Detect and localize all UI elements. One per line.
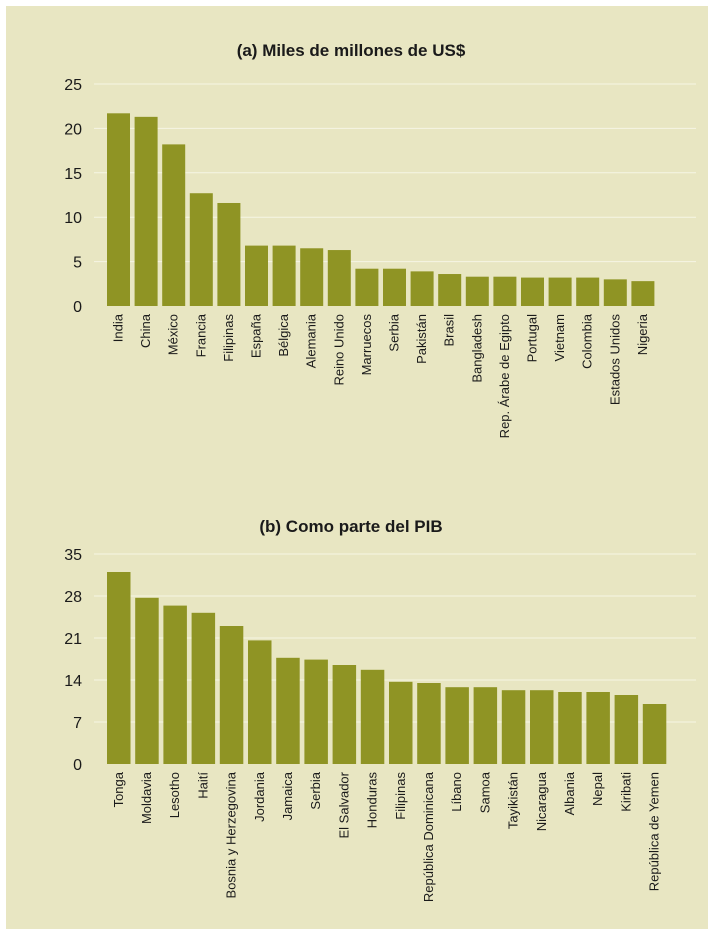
chart-a-category-label: Nigeria [635,313,650,355]
chart-a-bar [603,279,627,306]
chart-a-bar [576,277,600,306]
chart-b-category-label: Bosnia y Herzegovina [224,771,239,898]
chart-b-bar [107,572,131,764]
chart-b-bar [276,657,300,764]
chart-a-category-label: Brasil [442,314,457,347]
chart-b-category-label: Jamaica [280,771,295,820]
chart-a-bar [162,144,186,306]
chart-b-ytick-label: 0 [73,757,82,774]
chart-a-category-label: Pakistán [414,314,429,364]
chart-b-bar [501,690,526,764]
chart-b-category-label: Moldavia [139,771,154,824]
chart-b-ytick-label: 14 [64,673,82,690]
chart-a-category-label: China [138,313,153,348]
chart-a-title: (a) Miles de millones de US$ [237,41,466,60]
chart-b-category-label: Tonga [111,771,126,807]
chart-a-bar [465,276,489,306]
chart-a-bar [107,113,130,306]
chart-a-plot: 0 5 10 15 20 25 India China México Francia Filipin… [64,77,696,438]
chart-b-category-label: Nepal [590,772,605,806]
chart-b-bar [304,659,328,764]
chart-b-category-label: Haití [195,772,210,799]
chart-b-category-label: Jordania [252,771,267,822]
chart-b-category-label: El Salvador [336,771,351,838]
chart-a-ytick-label: 10 [64,210,82,227]
chart-a-bar [134,116,158,306]
chart-b-bar [219,626,244,764]
chart-a-bar [189,193,213,306]
chart-b-bar [191,612,216,764]
chart-b-bar [248,640,272,764]
chart-a-category-label: Bélgica [276,313,291,356]
chart-b-bar [558,692,582,764]
chart-a-ytick-label: 15 [64,166,82,183]
chart-b-category-label: Serbia [308,771,323,809]
chart-a-ytick-label: 0 [73,299,82,316]
chart-b-bar [417,683,441,764]
chart-a-bar [493,276,517,306]
chart-a-bar [217,202,241,306]
chart-a-bar [548,277,572,306]
chart-b-ytick-label: 35 [64,547,82,564]
chart-a-category-label: Vietnam [552,314,567,361]
chart-a-ytick-label: 25 [64,77,82,94]
chart-b-bar [586,692,610,764]
chart-b-bar [473,687,498,764]
chart-a-category-label: Estados Unidos [607,314,622,406]
chart-a-category-label: Francia [193,313,208,357]
chart-a-category-label: Portugal [525,314,540,363]
chart-a-ytick-label: 20 [64,121,82,138]
chart-b-bar [389,681,413,764]
chart-a-category-label: México [166,314,181,355]
chart-b-category-label: Lesotho [167,772,182,818]
chart-b-category-label: República Dominicana [421,771,436,902]
chart-a-category-label: Rep. Árabe de Egipto [497,314,512,438]
chart-a-category-label: Serbia [387,313,402,351]
chart-b-category-label: Tayikistán [506,772,521,829]
chart-b-bar [530,690,554,764]
chart-a-category-label: Colombia [580,313,595,369]
chart-b-bar [614,695,639,764]
chart-b-bar [332,665,357,764]
chart-b-category-label: Filipinas [393,772,408,820]
chart-a-bar [300,248,324,306]
chart-a-category-label: Marruecos [359,314,374,376]
chart-b-bar [642,704,667,764]
chart-b-category-label: Samoa [477,771,492,813]
chart-a-category-label: Filipinas [221,314,236,362]
chart-a-bar [631,281,655,306]
chart-a-bar [245,245,268,306]
chart-b-bar [360,669,385,764]
chart-a-bar [355,268,379,306]
chart-a-ytick-label: 5 [73,255,82,272]
chart-a-category-label: España [249,313,264,358]
chart-a-category-label: Alemania [304,313,319,368]
chart-b-bar [163,605,187,764]
chart-a-bar [410,271,434,306]
chart-a-bar [272,245,296,306]
chart-a-category-label: Reino Unido [331,314,346,386]
chart-b-category-label: Honduras [365,772,380,829]
chart-a-bar [521,277,544,306]
chart-canvas: (a) Miles de millones de US$ 0 5 10 15 20 25 I… [64,41,696,902]
chart-b-bar [135,597,159,764]
chart-a-bar [327,250,351,306]
chart-a-bar [383,268,406,306]
chart-b-category-label: República de Yemen [647,772,662,891]
chart-b-category-label: Nicaragua [534,771,549,831]
chart-b-category-label: Albania [562,771,577,815]
chart-b-category-label: Líbano [449,772,464,812]
chart-b-title: (b) Como parte del PIB [259,517,442,536]
chart-b-ytick-label: 7 [73,715,82,732]
chart-b-bar [445,687,469,764]
chart-a-bar [438,274,462,306]
chart-b-plot: 0 7 14 21 28 35 Tonga Moldavia Lesotho Haití Bosni… [64,547,696,902]
chart-b-ytick-label: 21 [64,631,82,648]
chart-a-category-label: India [111,313,126,342]
chart-panel: (a) Miles de millones de US$ 0 5 10 15 20 25 I… [6,6,708,929]
chart-b-category-label: Kiribati [618,772,633,812]
chart-a-category-label: Bangladesh [469,314,484,383]
chart-b-ytick-label: 28 [64,589,82,606]
